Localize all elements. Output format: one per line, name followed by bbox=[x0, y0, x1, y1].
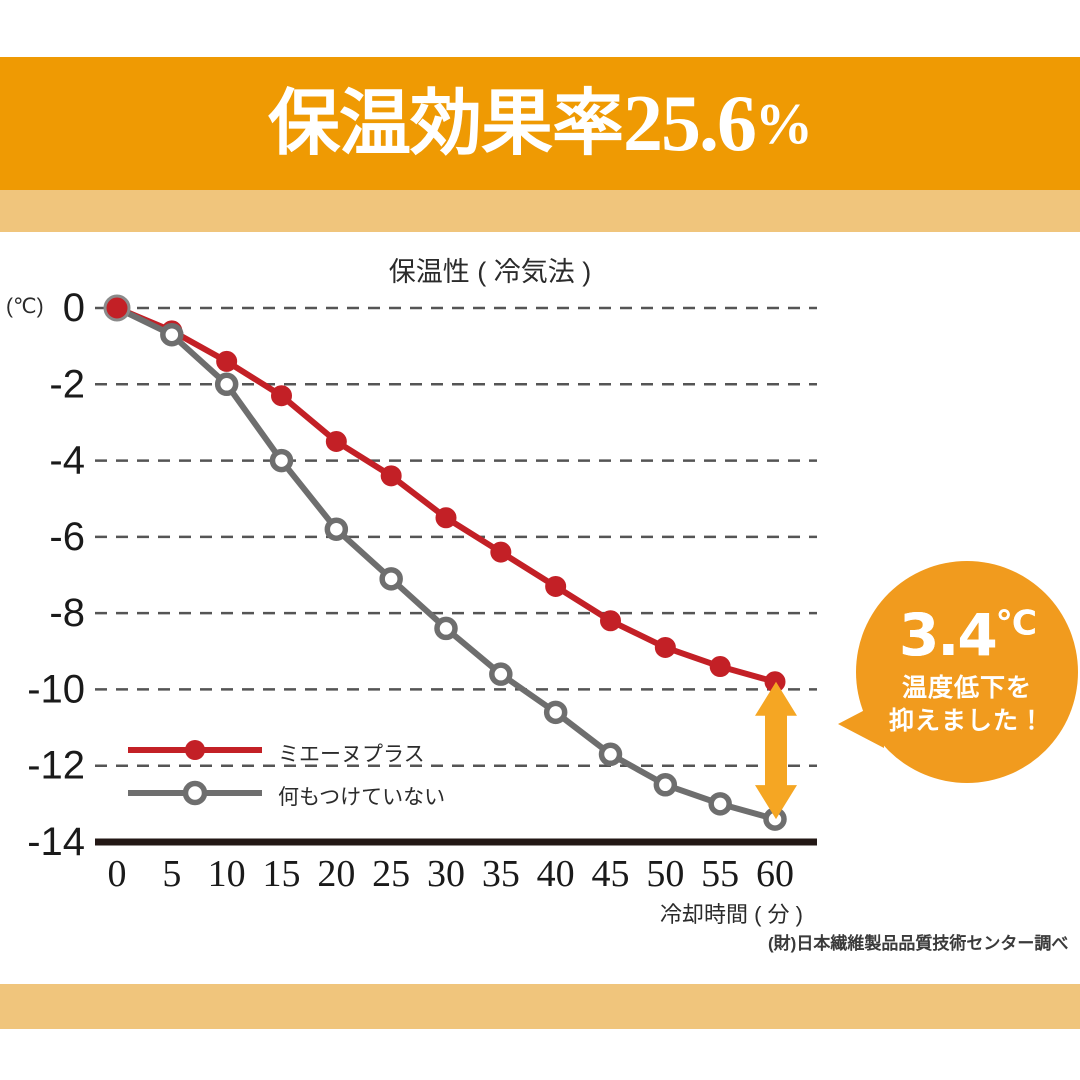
annotation-arrow bbox=[755, 681, 797, 820]
y-tick-label: -12 bbox=[27, 744, 85, 788]
page-title-text: 保温効果率 bbox=[267, 83, 624, 164]
page-title-unit: % bbox=[755, 90, 813, 156]
data-point bbox=[379, 567, 403, 591]
x-tick-label: 25 bbox=[372, 853, 410, 895]
callout-line-2: 抑えました！ bbox=[888, 707, 1045, 735]
y-tick-label: -2 bbox=[49, 362, 85, 406]
data-point bbox=[214, 372, 239, 397]
data-point bbox=[271, 385, 292, 407]
x-tick-label: 20 bbox=[317, 853, 355, 895]
data-point bbox=[435, 507, 457, 529]
y-tick-label: -4 bbox=[49, 439, 85, 483]
x-tick-label: 40 bbox=[537, 853, 575, 895]
data-point bbox=[160, 322, 184, 347]
legend-label-1: 何もつけていない bbox=[278, 786, 446, 809]
x-axis-label: 冷却時間 ( 分 ) bbox=[660, 902, 803, 927]
callout-line-1: 温度低下を bbox=[901, 674, 1032, 702]
data-point bbox=[708, 792, 732, 816]
difference-arrow bbox=[755, 681, 797, 820]
data-point bbox=[434, 616, 458, 641]
y-axis-tick-labels: 0 -2 -4 -6 -8 -10 -12 -14 bbox=[27, 286, 85, 864]
data-point bbox=[654, 636, 676, 658]
callout-value: 3.4℃ bbox=[899, 603, 1037, 664]
gridlines bbox=[95, 306, 817, 767]
y-axis-unit-label: (℃) bbox=[6, 295, 44, 318]
data-point bbox=[545, 575, 567, 597]
data-point bbox=[653, 773, 678, 797]
x-tick-label: 30 bbox=[427, 853, 465, 895]
x-axis-tick-labels: 0 5 10 15 20 25 30 35 40 45 50 55 60 bbox=[108, 853, 795, 895]
data-point bbox=[324, 517, 349, 541]
callout-value-unit: ℃ bbox=[995, 603, 1037, 644]
x-tick-label: 10 bbox=[208, 853, 246, 895]
callout-bubble: 3.4℃ 温度低下を 抑えました！ bbox=[856, 561, 1078, 783]
x-tick-label: 15 bbox=[263, 853, 301, 895]
callout-value-number: 3.4 bbox=[899, 601, 998, 669]
y-tick-label: -10 bbox=[27, 667, 85, 711]
x-tick-label: 50 bbox=[646, 853, 684, 895]
x-tick-label: 35 bbox=[482, 853, 520, 895]
origin-data-point bbox=[103, 294, 131, 322]
legend-marker-1 bbox=[182, 780, 208, 806]
header-band bbox=[0, 57, 1080, 190]
x-tick-label: 0 bbox=[108, 853, 127, 895]
data-point bbox=[380, 465, 402, 487]
data-point bbox=[269, 448, 294, 473]
legend-marker-0 bbox=[185, 740, 205, 760]
legend-label-0: ミエーヌプラス bbox=[278, 743, 425, 766]
chart-title: 保温性 ( 冷気法 ) bbox=[388, 257, 592, 287]
data-point bbox=[543, 700, 568, 725]
data-point bbox=[709, 656, 731, 678]
source-credit: (財)日本繊維製品品質技術センター調べ bbox=[768, 934, 1069, 953]
y-tick-label: -14 bbox=[27, 820, 85, 864]
page-title-value: 25.6 bbox=[623, 79, 757, 168]
x-tick-label: 45 bbox=[592, 853, 630, 895]
x-tick-label: 60 bbox=[756, 853, 794, 895]
data-series-layer bbox=[103, 294, 787, 831]
x-tick-label: 5 bbox=[162, 853, 181, 895]
data-point bbox=[598, 742, 623, 767]
y-tick-label: -8 bbox=[49, 591, 85, 635]
page-title: 保温効果率 25.6% bbox=[0, 57, 1080, 190]
footer-accent-band bbox=[0, 984, 1080, 1029]
y-tick-label: -6 bbox=[49, 515, 85, 559]
data-point bbox=[325, 431, 347, 452]
data-point bbox=[489, 662, 513, 686]
x-tick-label: 55 bbox=[701, 853, 739, 895]
header-accent-band bbox=[0, 190, 1080, 232]
data-point bbox=[216, 350, 238, 372]
chart-plot: 0-2-4-6-8-10-12-14 0 5 10 15 20 25 30 35 40 45 50 5… bbox=[27, 286, 817, 895]
data-point bbox=[490, 541, 512, 563]
legend bbox=[128, 740, 262, 806]
y-tick-label: 0 bbox=[63, 286, 85, 330]
chart-container: 保温性 ( 冷気法 ) (℃) 0 -2 -4 -6 -8 -10 -12 -14 0 5 10 1… bbox=[0, 232, 1080, 984]
data-point bbox=[600, 610, 621, 632]
